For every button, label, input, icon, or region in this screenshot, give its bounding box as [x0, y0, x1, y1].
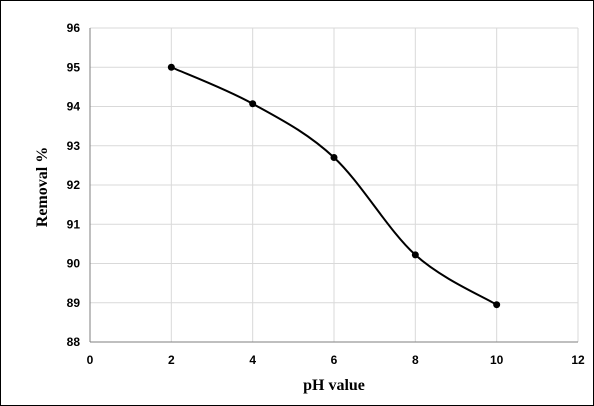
y-tick-label: 89 — [67, 296, 81, 310]
grid-lines — [90, 27, 579, 342]
y-axis-title: Removal % — [34, 147, 51, 227]
axes — [89, 28, 578, 343]
data-point — [493, 301, 501, 309]
data-point — [249, 100, 257, 108]
x-tick-label: 4 — [249, 353, 256, 367]
x-tick-label: 10 — [490, 353, 504, 367]
y-tick-label: 93 — [67, 139, 81, 153]
y-tick-label: 91 — [67, 217, 81, 231]
y-tick-label: 88 — [67, 335, 81, 349]
x-tick-label: 6 — [331, 353, 338, 367]
data-point — [411, 251, 419, 259]
x-tick-label: 12 — [571, 353, 585, 367]
x-tick-label: 0 — [87, 353, 94, 367]
data-point — [330, 154, 338, 162]
x-axis-title: pH value — [303, 377, 365, 394]
series-group — [167, 63, 501, 309]
data-point — [167, 63, 175, 71]
y-tick-label: 94 — [67, 100, 81, 114]
tick-labels: 88 89 90 91 92 93 94 95 96 0 2 4 6 8 10 12 — [67, 21, 585, 367]
y-tick-label: 92 — [67, 178, 81, 192]
x-tick-label: 2 — [168, 353, 175, 367]
y-tick-label: 95 — [67, 60, 81, 74]
y-tick-label: 90 — [67, 257, 81, 271]
x-tick-label: 8 — [412, 353, 419, 367]
y-tick-label: 96 — [67, 21, 81, 35]
